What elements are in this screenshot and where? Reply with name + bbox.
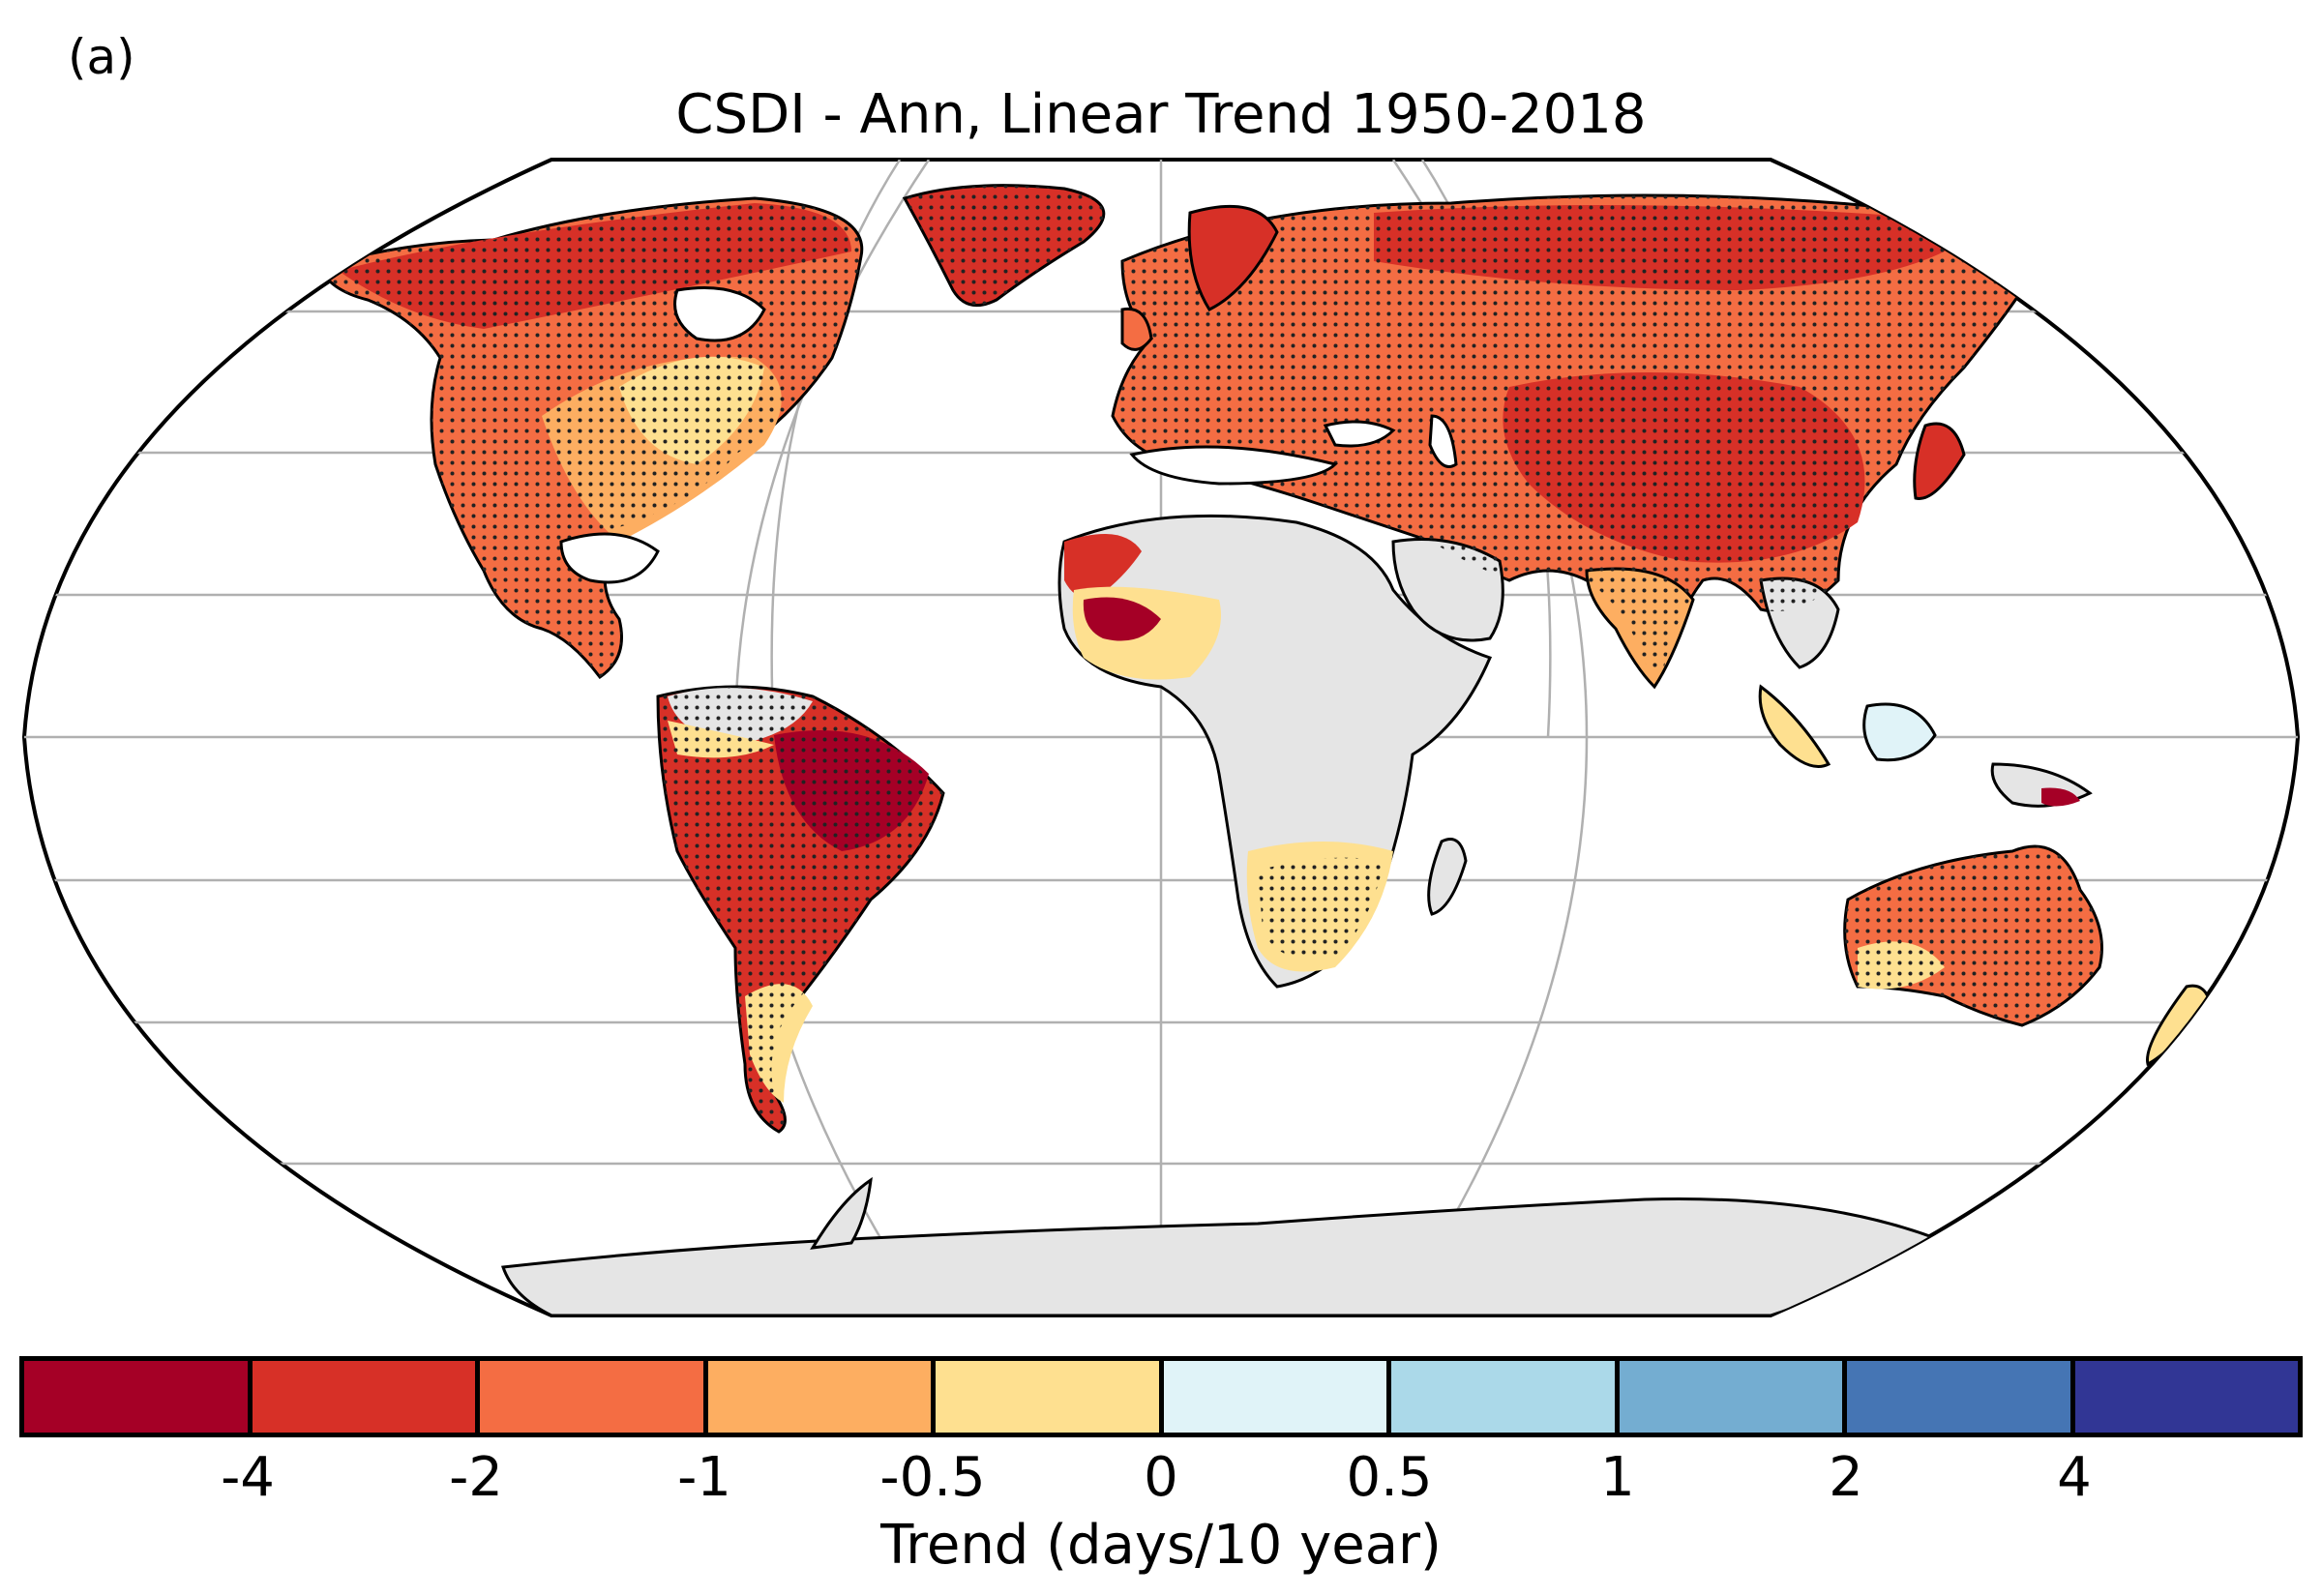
- colorbar-segment-6: [1391, 1361, 1620, 1433]
- colorbar-segment-7: [1619, 1361, 1847, 1433]
- madagascar: [1427, 838, 1468, 916]
- colorbar-tick-label: 0.5: [1346, 1446, 1433, 1509]
- colorbar-tick-label: -2: [449, 1446, 503, 1509]
- world-map: [21, 158, 2301, 1317]
- hudson-bay: [673, 286, 766, 342]
- borneo: [1862, 702, 1937, 762]
- caspian-sea: [1428, 414, 1458, 468]
- colorbar-tick-label: -0.5: [879, 1446, 986, 1509]
- colorbar-label: Trend (days/10 year): [880, 1514, 1442, 1577]
- colorbar-segment-3: [707, 1361, 936, 1433]
- british-isles: [1120, 307, 1153, 351]
- sumatra: [1758, 684, 1831, 768]
- colorbar-tick-label: 2: [1829, 1446, 1863, 1509]
- gulf-of-mexico: [559, 532, 660, 584]
- mediterranean-sea: [1129, 445, 1338, 486]
- colorbar-tick-label: -1: [677, 1446, 731, 1509]
- colorbar-segment-2: [480, 1361, 708, 1433]
- scandinavia: [1187, 204, 1279, 311]
- black-sea: [1323, 420, 1396, 448]
- japan: [1913, 422, 1966, 500]
- colorbar-tick-label: 0: [1144, 1446, 1178, 1509]
- colorbar-tick-label: 1: [1600, 1446, 1635, 1509]
- colorbar: [19, 1356, 2303, 1437]
- africa-northwest: [1064, 534, 1142, 600]
- map-title: CSDI - Ann, Linear Trend 1950-2018: [675, 83, 1647, 146]
- colorbar-segment-0: [24, 1361, 253, 1433]
- antarctic-peninsula: [810, 1176, 873, 1250]
- colorbar-segment-9: [2074, 1361, 2298, 1433]
- panel-label: (a): [68, 29, 135, 85]
- colorbar-tick-label: 4: [2057, 1446, 2092, 1509]
- colorbar-tick-label: -4: [221, 1446, 275, 1509]
- colorbar-segment-8: [1847, 1361, 2075, 1433]
- colorbar-segment-1: [252, 1361, 480, 1433]
- colorbar-segment-5: [1163, 1361, 1391, 1433]
- colorbar-segment-4: [936, 1361, 1164, 1433]
